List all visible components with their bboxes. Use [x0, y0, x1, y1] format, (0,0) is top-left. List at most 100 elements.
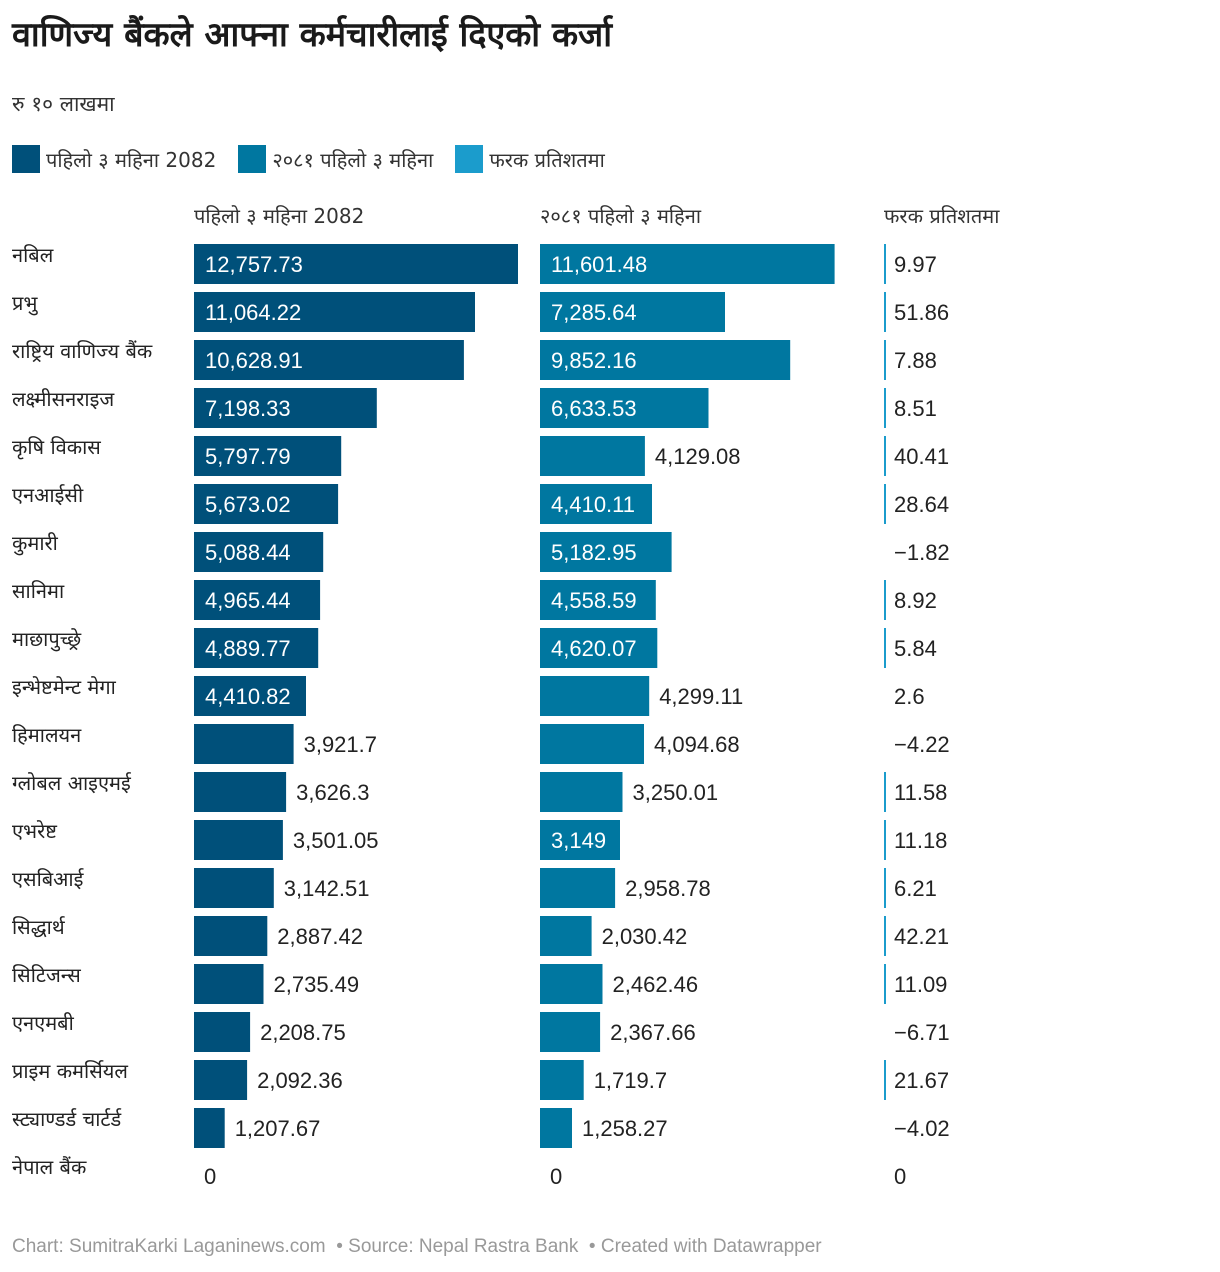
category-label: प्रभु	[12, 291, 38, 316]
bar-series-1	[194, 724, 294, 764]
value-label-series-2: 7,285.64	[551, 300, 637, 325]
category-label: स्ट्याण्डर्ड चार्टर्ड	[12, 1107, 122, 1131]
value-label-series-2: 4,558.59	[551, 588, 637, 613]
value-label-series-2: 9,852.16	[551, 348, 637, 373]
bar-series-2	[540, 484, 652, 524]
value-label-series-1: 2,208.75	[260, 1020, 346, 1045]
bar-series-1	[194, 628, 319, 668]
value-label-series-2: 4,299.11	[659, 684, 743, 709]
category-label: नेपाल बैंक	[12, 1155, 87, 1179]
value-label-series-1: 3,626.3	[296, 780, 369, 805]
bar-series-3	[884, 964, 886, 1004]
value-label-series-3: 2.6	[894, 684, 925, 709]
category-label: कुमारी	[12, 531, 59, 556]
bar-series-3	[884, 436, 886, 476]
value-label-series-3: 28.64	[894, 492, 949, 517]
bar-series-1	[194, 484, 339, 524]
bar-series-3	[884, 484, 886, 524]
category-label: कृषि विकास	[12, 435, 101, 460]
legend: पहिलो ३ महिना 2082 २०८१ पहिलो ३ महिना फर…	[12, 145, 627, 173]
value-label-series-1: 3,921.7	[304, 732, 377, 757]
value-label-series-2: 1,719.7	[594, 1068, 667, 1093]
value-label-series-2: 3,250.01	[633, 780, 719, 805]
value-label-series-3: −4.22	[894, 732, 950, 757]
column-header-3: फरक प्रतिशतमा	[884, 204, 1000, 228]
value-label-series-3: 0	[894, 1164, 906, 1189]
value-label-series-1: 0	[204, 1164, 216, 1189]
category-label: माछापुच्छ्रे	[12, 627, 82, 652]
legend-item-col1: पहिलो ३ महिना 2082	[12, 145, 216, 173]
value-label-series-1: 1,207.67	[235, 1116, 321, 1141]
bar-series-1	[194, 580, 321, 620]
bar-series-2	[540, 868, 616, 908]
value-label-series-3: 6.21	[894, 876, 937, 901]
value-label-series-2: 4,410.11	[551, 492, 635, 517]
value-label-series-1: 2,887.42	[277, 924, 363, 949]
value-label-series-2: 11,601.48	[551, 252, 647, 277]
category-label: सानिमा	[12, 579, 65, 603]
chart-title: वाणिज्य बैंकले आफ्ना कर्मचारीलाई दिएको क…	[12, 15, 613, 55]
bar-series-1	[194, 436, 342, 476]
value-label-series-1: 5,797.79	[205, 444, 291, 469]
category-label: एसबिआई	[12, 867, 85, 891]
bar-series-2	[540, 436, 645, 476]
value-label-series-1: 3,142.51	[284, 876, 370, 901]
legend-label-col1: पहिलो ३ महिना 2082	[46, 147, 217, 172]
bar-series-1	[194, 916, 268, 956]
value-label-series-3: 11.58	[894, 780, 947, 805]
category-label: हिमालयन	[12, 723, 82, 747]
bar-series-3	[884, 292, 886, 332]
value-label-series-1: 10,628.91	[205, 348, 303, 373]
bar-series-2	[540, 916, 592, 956]
bar-series-1	[194, 532, 324, 572]
category-label: नबिल	[12, 243, 54, 267]
legend-item-col3: फरक प्रतिशतमा	[455, 145, 605, 173]
bar-series-2	[540, 628, 658, 668]
legend-item-col2: २०८१ पहिलो ३ महिना	[238, 145, 433, 173]
value-label-series-3: −1.82	[894, 540, 950, 565]
category-label: एभरेष्ट	[12, 819, 57, 843]
value-label-series-3: −4.02	[894, 1116, 950, 1141]
category-label: प्राइम कमर्सियल	[12, 1059, 128, 1083]
legend-swatch-col2	[238, 145, 267, 173]
value-label-series-2: 4,129.08	[655, 444, 741, 469]
value-label-series-3: −6.71	[894, 1020, 950, 1045]
category-label: ग्लोबल आइएमई	[12, 771, 132, 795]
value-label-series-1: 11,064.22	[205, 300, 301, 325]
value-label-series-2: 5,182.95	[551, 540, 637, 565]
bar-series-2	[540, 724, 644, 764]
value-label-series-3: 11.09	[894, 972, 947, 997]
bar-series-2	[540, 1012, 601, 1052]
value-label-series-2: 3,149	[551, 828, 606, 853]
bar-series-1	[194, 1060, 248, 1100]
bar-series-3	[884, 820, 886, 860]
bar-series-1	[194, 292, 475, 332]
category-label: इन्भेष्टमेन्ट मेगा	[12, 675, 117, 699]
bar-series-2	[540, 388, 709, 428]
bar-series-2	[540, 580, 656, 620]
value-label-series-1: 5,088.44	[205, 540, 291, 565]
bar-series-1	[194, 868, 274, 908]
category-label: एनएमबी	[12, 1011, 75, 1035]
value-label-series-3: 8.92	[894, 588, 937, 613]
bar-series-1	[194, 1108, 225, 1148]
footer-sep-1: •	[330, 1236, 349, 1257]
legend-label-col3: फरक प्रतिशतमा	[489, 147, 605, 172]
value-label-series-3: 11.18	[894, 828, 947, 853]
value-label-series-2: 2,367.66	[610, 1020, 696, 1045]
category-label: एनआईसी	[12, 483, 84, 507]
footer-credit: Created with Datawrapper	[600, 1236, 822, 1257]
value-label-series-1: 3,501.05	[293, 828, 379, 853]
value-label-series-1: 2,735.49	[274, 972, 360, 997]
column-header-1: पहिलो ३ महिना 2082	[194, 204, 364, 228]
value-label-series-3: 7.88	[894, 348, 937, 373]
bar-series-2	[540, 676, 650, 716]
footer-chart-by: Chart: SumitraKarki Laganinews.com	[12, 1236, 326, 1257]
bar-series-1	[194, 388, 377, 428]
footer: Chart: SumitraKarki Laganinews.com • Sou…	[12, 1236, 822, 1258]
bar-series-2	[540, 244, 835, 284]
bar-series-1	[194, 964, 264, 1004]
value-label-series-1: 4,889.77	[205, 636, 291, 661]
value-label-series-2: 2,030.42	[602, 924, 688, 949]
value-label-series-3: 9.97	[894, 252, 937, 277]
